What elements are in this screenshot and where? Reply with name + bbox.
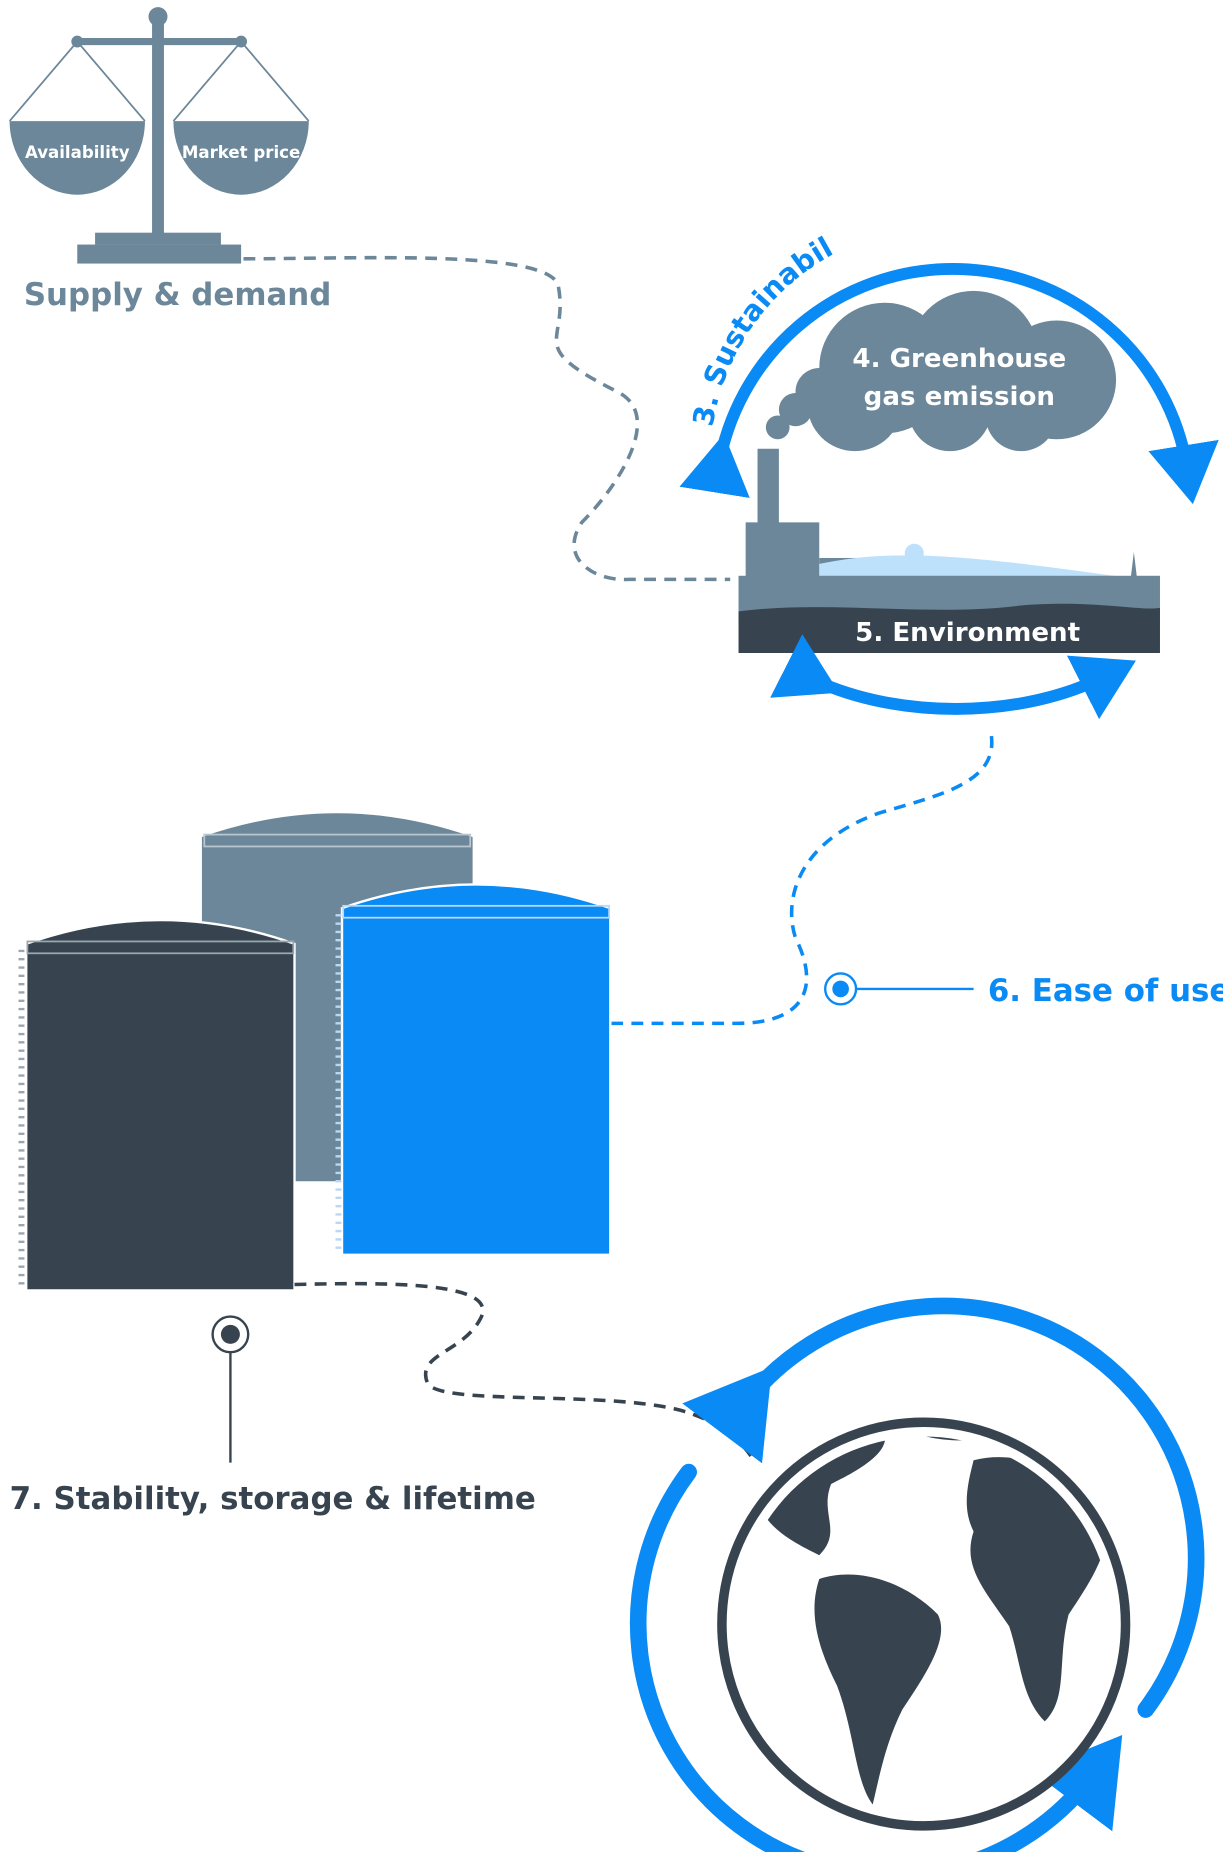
globe-icon: [629, 1297, 1205, 1852]
tanks-icon: [18, 813, 612, 1292]
connector: [243, 255, 731, 582]
scale-icon: [8, 7, 310, 264]
environment-label: 5. Environment: [855, 618, 1080, 648]
ease-of-use-label: 6. Ease of use: [988, 973, 1223, 1009]
scale-label: Availability: [25, 143, 130, 162]
callout-dot: [220, 1324, 240, 1344]
scale-number: 2.: [232, 97, 251, 118]
scale-label: Market price: [182, 143, 300, 162]
sustainability-label: 3. Sustainability: [0, 0, 838, 429]
scale-number: 1.: [68, 97, 87, 118]
cycle-arrow: [679, 263, 1219, 505]
connector: [294, 1281, 756, 1462]
emission-label: gas emission: [864, 382, 1055, 412]
cycle-arrow: [770, 634, 1136, 720]
callout-dot: [832, 980, 849, 998]
connector: [611, 735, 994, 1026]
emission-label: 4. Greenhouse: [852, 344, 1066, 374]
sustainability-text: 3. Sustainability: [0, 0, 838, 429]
stability-label: 7. Stability, storage & lifetime: [10, 1481, 536, 1517]
scale-caption: Supply & demand: [24, 277, 332, 313]
